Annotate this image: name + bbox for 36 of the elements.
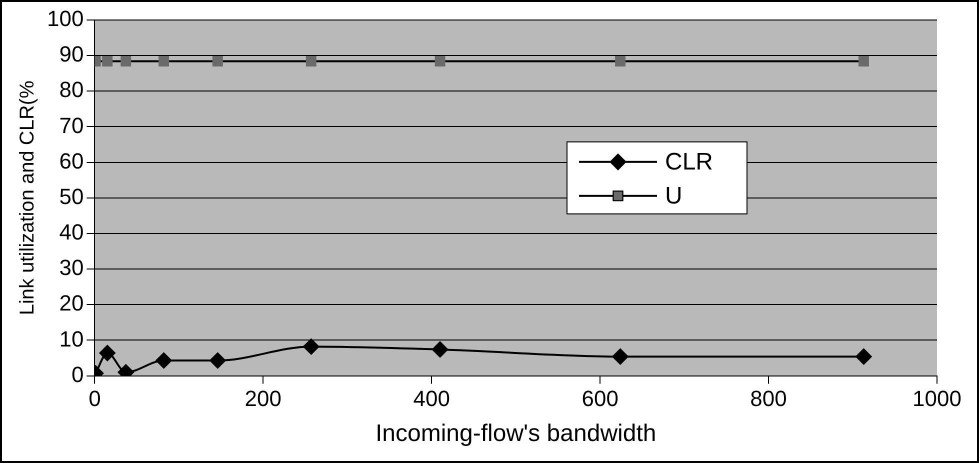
point <box>303 338 320 355</box>
point <box>212 56 223 67</box>
y-tick-label: 80 <box>59 77 84 102</box>
y-tick-label: 40 <box>59 220 84 245</box>
x-tick-label: 600 <box>582 386 618 412</box>
x-tick-label: 1000 <box>912 386 962 412</box>
point <box>120 56 132 67</box>
x-tick-label: 0 <box>88 386 101 412</box>
y-tick-label: 50 <box>59 184 84 209</box>
point <box>99 345 116 362</box>
point <box>306 56 316 67</box>
y-axis-title: Link utilization and CLR(% <box>16 80 39 316</box>
y-tick-label: 20 <box>59 290 84 316</box>
y-tick-label: 0 <box>71 362 84 387</box>
x-axis-title: Incoming-flow's bandwidth <box>375 420 656 448</box>
y-tick-label: 60 <box>59 148 84 174</box>
point <box>156 352 172 368</box>
point <box>858 56 869 67</box>
point <box>612 348 628 365</box>
point <box>432 341 448 358</box>
point <box>210 352 226 368</box>
y-tick-label: 100 <box>46 6 84 32</box>
point <box>102 56 113 67</box>
y-tick-label: 10 <box>59 326 84 352</box>
y-tick-label: 70 <box>59 112 84 138</box>
x-tick-label: 400 <box>413 386 450 412</box>
legend-label: CLR <box>665 148 714 176</box>
legend-label: U <box>665 182 682 210</box>
x-tick-label: 800 <box>750 386 787 412</box>
y-tick-label: 90 <box>59 42 84 67</box>
y-tick-label: 30 <box>59 255 84 280</box>
point <box>615 56 626 67</box>
point <box>856 348 872 365</box>
point <box>158 56 170 67</box>
point <box>434 56 446 67</box>
x-tick-label: 200 <box>244 386 282 412</box>
